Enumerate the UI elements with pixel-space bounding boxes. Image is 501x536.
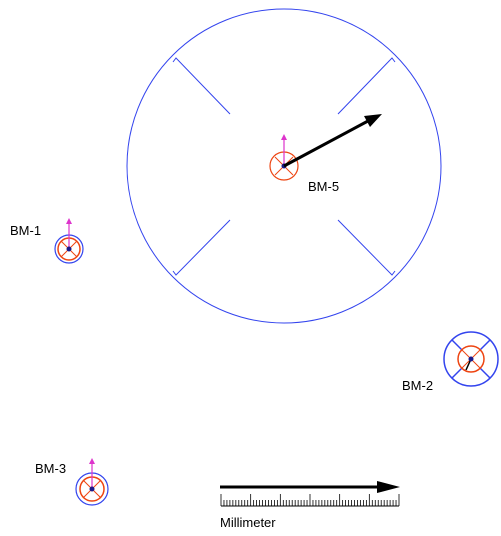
stem-arrowhead	[281, 134, 287, 140]
notch-bottom-right	[337, 219, 396, 276]
notch-top-left	[172, 57, 231, 115]
center-dot	[468, 356, 474, 362]
marker-bm-1[interactable]: BM-1	[10, 218, 84, 264]
scale-ticks	[220, 494, 400, 506]
scale-unit-label: Millimeter	[220, 515, 276, 530]
marker-bm-5[interactable]: BM-5	[126, 8, 442, 324]
scale-bar: Millimeter	[220, 481, 400, 530]
stem-arrowhead	[89, 458, 95, 464]
outer-ring	[443, 331, 499, 387]
notch-top-right	[337, 57, 396, 115]
marker-label: BM-3	[35, 461, 66, 476]
vector-arrow	[283, 119, 369, 168]
marker-bm-2[interactable]: BM-2	[402, 331, 499, 393]
stem-arrowhead	[66, 218, 72, 224]
center-dot	[89, 486, 95, 492]
outer-ring	[126, 8, 442, 324]
center-dot	[66, 246, 72, 252]
marker-label: BM-5	[308, 179, 339, 194]
notch-bottom-left	[172, 219, 231, 276]
vector-arrowhead	[364, 114, 382, 127]
marker-label: BM-2	[402, 378, 433, 393]
marker-label: BM-1	[10, 223, 41, 238]
marker-bm-3[interactable]: BM-3	[35, 458, 109, 506]
scale-arrowhead	[377, 481, 400, 493]
